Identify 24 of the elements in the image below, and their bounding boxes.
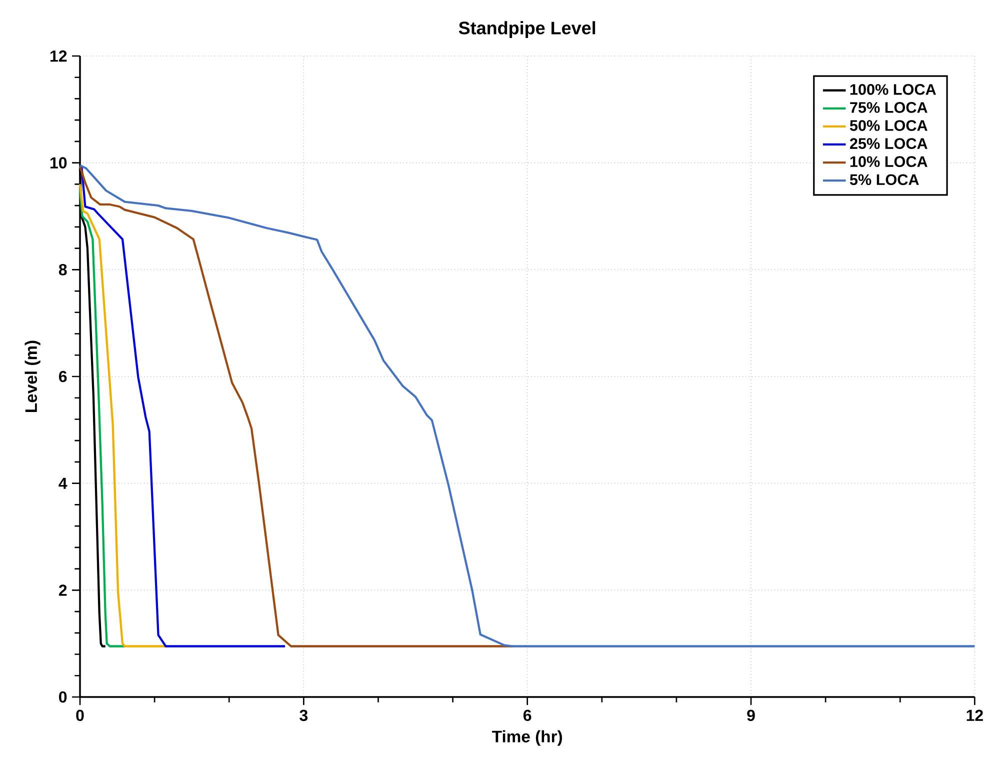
legend-label: 50% LOCA xyxy=(850,120,928,131)
line-series xyxy=(78,183,167,648)
y-tick-label: 4 xyxy=(58,478,68,489)
x-tick-label: 12 xyxy=(966,710,983,721)
legend-label: 75% LOCA xyxy=(850,102,928,113)
y-tick-label: 6 xyxy=(58,370,67,382)
legend-label: 100% LOCA xyxy=(850,84,936,95)
x-tick-label: 9 xyxy=(747,710,755,722)
y-tick-label: 8 xyxy=(58,264,67,276)
y-tick-label: 0 xyxy=(59,691,67,703)
line-series xyxy=(78,165,514,648)
x-tick-label: 3 xyxy=(300,710,308,722)
x-tick-label: 0 xyxy=(76,710,84,722)
legend-label: 25% LOCA xyxy=(850,138,928,149)
y-tick-label: 10 xyxy=(50,157,67,168)
y-tick-label: 12 xyxy=(50,50,67,62)
legend-label: 5% LOCA xyxy=(850,174,919,186)
legend-label: 10% LOCA xyxy=(850,156,928,168)
line-series xyxy=(78,188,126,648)
y-tick-label: 2 xyxy=(58,584,67,596)
chart-title: Standpipe Level xyxy=(458,21,596,38)
y-axis-title: Level (m) xyxy=(24,340,40,412)
x-tick-label: 6 xyxy=(523,710,532,722)
x-axis-title: Time (hr) xyxy=(492,730,562,746)
